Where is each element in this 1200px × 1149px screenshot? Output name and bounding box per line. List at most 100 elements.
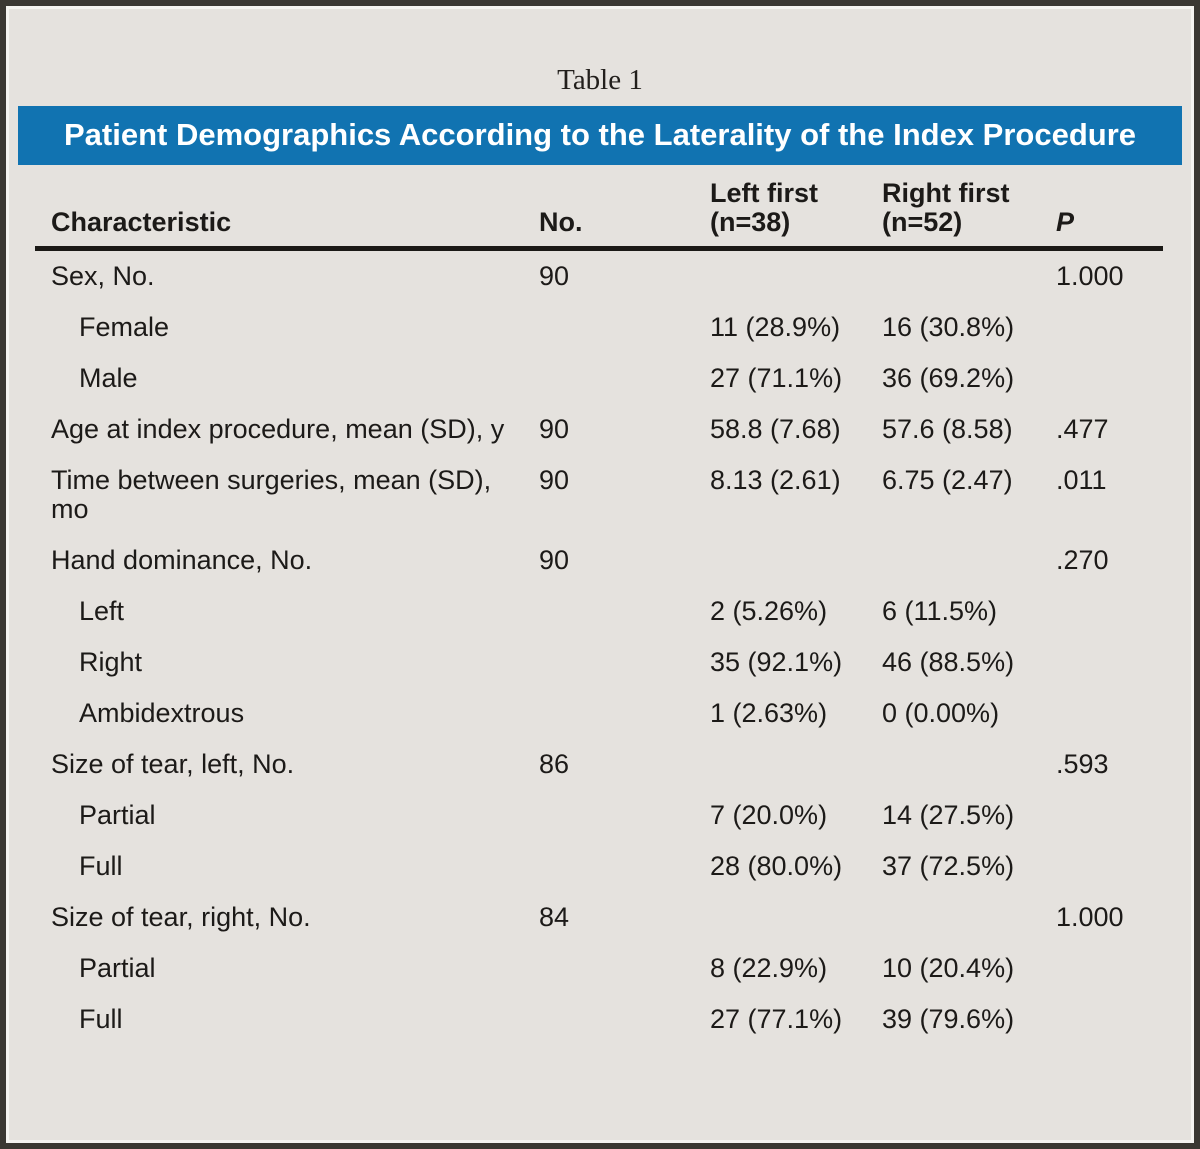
- p-value-cell: .593: [1056, 749, 1109, 779]
- p-value-cell: [1056, 302, 1163, 353]
- no-cell: [539, 994, 710, 1045]
- left-first-cell: 27 (71.1%): [710, 363, 843, 393]
- p-value-cell: [1056, 586, 1163, 637]
- p-value-cell: .477: [1056, 414, 1109, 444]
- p-value-cell: [1056, 688, 1163, 739]
- left-first-cell: 8.13 (2.61): [710, 465, 841, 495]
- demographics-table: Characteristic No. Left first (n=38) Rig…: [35, 165, 1163, 1045]
- left-first-cell: [710, 249, 882, 303]
- p-value-cell: 1.000: [1056, 902, 1124, 932]
- row-label-cell: Female: [79, 312, 170, 342]
- row-label-cell: Ambidextrous: [79, 698, 245, 728]
- right-first-cell: 14 (27.5%): [882, 800, 1015, 830]
- p-value-cell: [1056, 790, 1163, 841]
- no-cell: 90: [539, 414, 570, 444]
- no-cell: 86: [539, 749, 570, 779]
- table-row: Full 27 (77.1%) 39 (79.6%): [35, 994, 1163, 1045]
- no-cell: [539, 790, 710, 841]
- table-body: Sex, No. 90 1.000 Female 11 (28.9%) 16 (30.8%…: [35, 249, 1163, 1046]
- table-row: Right 35 (92.1%) 46 (88.5%): [35, 637, 1163, 688]
- left-first-cell: 11 (28.9%): [710, 312, 841, 342]
- header-p-value-label: P: [1056, 207, 1075, 237]
- row-label-cell: Full: [79, 1004, 123, 1034]
- row-label-cell: Size of tear, right, No.: [51, 902, 311, 932]
- right-first-cell: [882, 739, 1056, 790]
- p-value-cell: [1056, 841, 1163, 892]
- p-value-cell: 1.000: [1056, 261, 1124, 291]
- table-row: Partial 7 (20.0%) 14 (27.5%): [35, 790, 1163, 841]
- figure-content: Table 1 Patient Demographics According t…: [6, 6, 1194, 1045]
- right-first-cell: 46 (88.5%): [882, 647, 1015, 677]
- header-row: Characteristic No. Left first (n=38) Rig…: [35, 165, 1163, 251]
- no-cell: [539, 841, 710, 892]
- table-number-label: Table 1: [557, 64, 643, 96]
- no-cell: 84: [539, 902, 570, 932]
- no-cell: [539, 943, 710, 994]
- no-cell: [539, 637, 710, 688]
- table-row: Left 2 (5.26%) 6 (11.5%): [35, 586, 1163, 637]
- table-row: Ambidextrous 1 (2.63%) 0 (0.00%): [35, 688, 1163, 739]
- header-left-first-line2: (n=38): [710, 207, 791, 237]
- header-p-value: P: [1056, 165, 1163, 251]
- right-first-cell: [882, 249, 1056, 303]
- table-row: Size of tear, right, No. 84 1.000: [35, 892, 1163, 943]
- header-characteristic: Characteristic: [35, 165, 539, 251]
- right-first-cell: 16 (30.8%): [882, 312, 1015, 342]
- right-first-cell: 0 (0.00%): [882, 698, 1000, 728]
- left-first-cell: 7 (20.0%): [710, 800, 828, 830]
- left-first-cell: 28 (80.0%): [710, 851, 843, 881]
- left-first-cell: 2 (5.26%): [710, 596, 828, 626]
- header-right-first-line1: Right first: [882, 178, 1010, 208]
- p-value-cell: [1056, 637, 1163, 688]
- left-first-cell: [710, 535, 882, 586]
- p-value-cell: [1056, 994, 1163, 1045]
- row-label-cell: Male: [79, 363, 138, 393]
- table-title-banner: Patient Demographics According to the La…: [18, 106, 1182, 165]
- table-header: Characteristic No. Left first (n=38) Rig…: [35, 165, 1163, 251]
- no-cell: [539, 353, 710, 404]
- row-label-cell: Time between surgeries, mean (SD), mo: [51, 465, 492, 524]
- row-label-cell: Age at index procedure, mean (SD), y: [51, 414, 505, 444]
- row-label-cell: Hand dominance, No.: [51, 545, 313, 575]
- left-first-cell: 58.8 (7.68): [710, 414, 841, 444]
- no-cell: [539, 302, 710, 353]
- left-first-cell: 27 (77.1%): [710, 1004, 843, 1034]
- p-value-cell: .270: [1056, 545, 1109, 575]
- right-first-cell: 36 (69.2%): [882, 363, 1015, 393]
- table-row: Full 28 (80.0%) 37 (72.5%): [35, 841, 1163, 892]
- left-first-cell: 1 (2.63%): [710, 698, 828, 728]
- row-label-cell: Partial: [79, 800, 156, 830]
- left-first-cell: [710, 739, 882, 790]
- header-no: No.: [539, 165, 710, 251]
- table-row: Size of tear, left, No. 86 .593: [35, 739, 1163, 790]
- row-label-cell: Left: [79, 596, 125, 626]
- no-cell: 90: [539, 261, 570, 291]
- no-cell: 90: [539, 545, 570, 575]
- table-row: Male 27 (71.1%) 36 (69.2%): [35, 353, 1163, 404]
- p-value-cell: [1056, 353, 1163, 404]
- right-first-cell: 6 (11.5%): [882, 596, 998, 626]
- table-row: Partial 8 (22.9%) 10 (20.4%): [35, 943, 1163, 994]
- row-label-cell: Size of tear, left, No.: [51, 749, 295, 779]
- no-cell: [539, 688, 710, 739]
- right-first-cell: 6.75 (2.47): [882, 465, 1013, 495]
- left-first-cell: [710, 892, 882, 943]
- row-label-cell: Right: [79, 647, 143, 677]
- header-right-first: Right first (n=52): [882, 165, 1056, 251]
- header-left-first: Left first (n=38): [710, 165, 882, 251]
- header-left-first-line1: Left first: [710, 178, 818, 208]
- no-cell: [539, 586, 710, 637]
- left-first-cell: 35 (92.1%): [710, 647, 843, 677]
- row-label-cell: Sex, No.: [51, 261, 155, 291]
- right-first-cell: [882, 892, 1056, 943]
- right-first-cell: [882, 535, 1056, 586]
- right-first-cell: 57.6 (8.58): [882, 414, 1013, 444]
- right-first-cell: 37 (72.5%): [882, 851, 1015, 881]
- p-value-cell: .011: [1056, 465, 1107, 495]
- table-row: Sex, No. 90 1.000: [35, 249, 1163, 303]
- right-first-cell: 39 (79.6%): [882, 1004, 1015, 1034]
- no-cell: 90: [539, 465, 570, 495]
- table-row: Hand dominance, No. 90 .270: [35, 535, 1163, 586]
- row-label-cell: Full: [79, 851, 123, 881]
